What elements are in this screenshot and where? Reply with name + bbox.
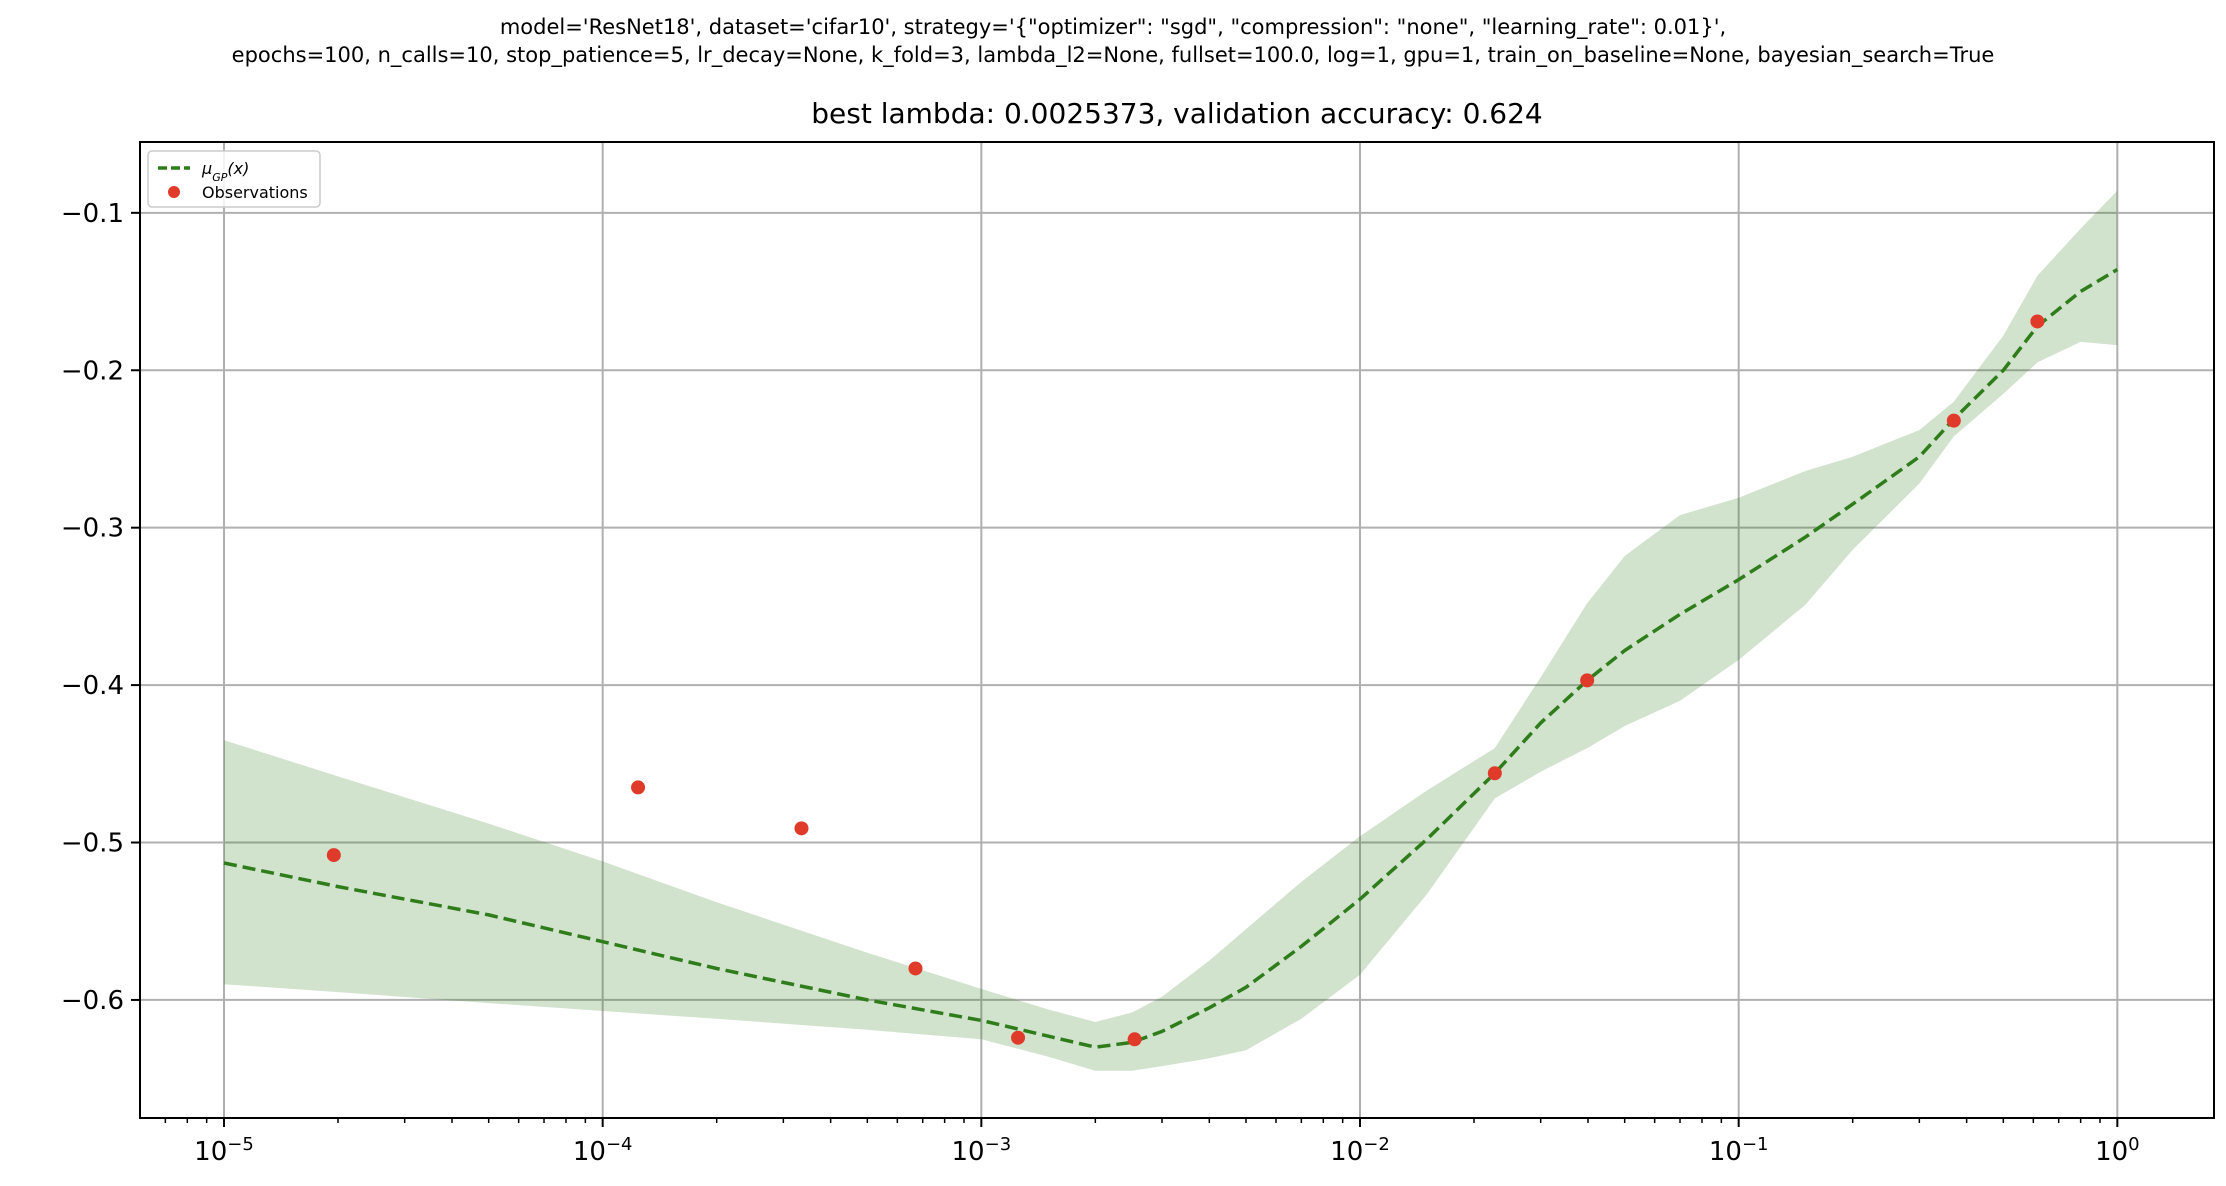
observation-point xyxy=(794,821,809,836)
plot-frame xyxy=(139,141,2215,1119)
y-tick-label: −0.4 xyxy=(61,671,124,701)
observation-point xyxy=(1127,1032,1142,1047)
observation-point xyxy=(631,780,646,795)
legend-label-gp-mean: μGP(x) xyxy=(201,159,249,184)
observation-point xyxy=(1487,766,1502,781)
y-tick-label: −0.3 xyxy=(61,514,124,544)
y-tick-label: −0.6 xyxy=(61,986,124,1016)
observation-point xyxy=(908,961,923,976)
x-tick-label: 10−2 xyxy=(1330,1134,1390,1168)
x-tick-label: 10−5 xyxy=(194,1134,254,1168)
legend-marker-swatch xyxy=(168,186,180,198)
x-tick-label: 10−3 xyxy=(952,1134,1012,1168)
figure-suptitle-line-2: epochs=100, n_calls=10, stop_patience=5,… xyxy=(231,43,1995,67)
observation-point xyxy=(1946,413,1961,428)
y-tick-label: −0.5 xyxy=(61,829,124,859)
x-tick-label: 10−4 xyxy=(573,1134,633,1168)
y-tick-label: −0.1 xyxy=(61,199,124,229)
legend-label-observations: Observations xyxy=(202,183,308,202)
legend: μGP(x) Observations xyxy=(147,150,321,208)
chart-title: best lambda: 0.0025373, validation accur… xyxy=(811,97,1543,130)
observation-point xyxy=(1011,1030,1026,1045)
confidence-band xyxy=(224,190,2118,1071)
y-tick-label: −0.2 xyxy=(61,356,124,386)
grid-lines xyxy=(140,142,2214,1118)
gp-mean-line xyxy=(223,267,2119,1049)
legend-box xyxy=(147,150,321,208)
figure-suptitle-line-1: model='ResNet18', dataset='cifar10', str… xyxy=(499,15,1727,39)
axis-ticks: −0.1 −0.2 −0.3 −0.4 −0.5 −0.6 10−5 10−4 10−3 10−2… xyxy=(61,199,2140,1167)
x-tick-label: 10−1 xyxy=(1709,1134,1769,1168)
x-tick-label: 100 xyxy=(2095,1134,2140,1168)
observation-point xyxy=(326,848,341,863)
observation-points xyxy=(326,314,2045,1047)
observation-point xyxy=(2030,314,2045,329)
observation-point xyxy=(1580,673,1595,688)
